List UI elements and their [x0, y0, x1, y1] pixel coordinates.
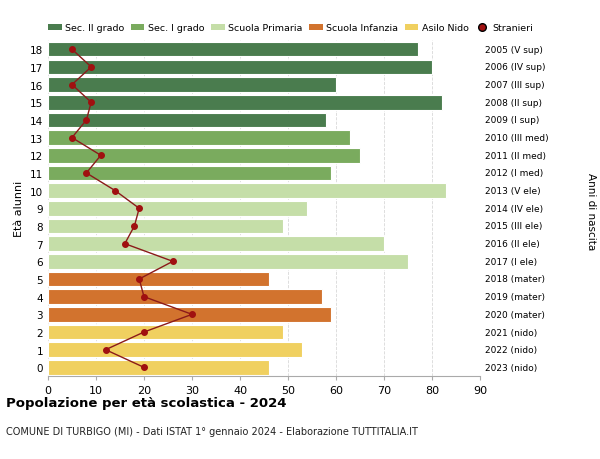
Point	[139, 293, 149, 301]
Bar	[48, 325, 283, 340]
Bar	[48, 272, 269, 286]
Text: 2019 (mater): 2019 (mater)	[485, 292, 545, 302]
Text: 2021 (nido): 2021 (nido)	[485, 328, 537, 337]
Text: 2022 (nido): 2022 (nido)	[485, 346, 537, 354]
Point	[139, 364, 149, 371]
Point	[82, 170, 91, 177]
Text: 2014 (IV ele): 2014 (IV ele)	[485, 204, 543, 213]
Text: 2016 (II ele): 2016 (II ele)	[485, 240, 539, 249]
Point	[67, 46, 77, 54]
Point	[86, 64, 96, 72]
Bar	[48, 255, 408, 269]
Text: 2005 (V sup): 2005 (V sup)	[485, 45, 542, 55]
Y-axis label: Età alunni: Età alunni	[14, 181, 25, 237]
Point	[168, 258, 178, 265]
Bar	[48, 113, 326, 128]
Point	[82, 117, 91, 124]
Text: 2015 (III ele): 2015 (III ele)	[485, 222, 542, 231]
Text: 2010 (III med): 2010 (III med)	[485, 134, 548, 143]
Bar	[48, 149, 360, 163]
Bar	[48, 166, 331, 181]
Text: Popolazione per età scolastica - 2024: Popolazione per età scolastica - 2024	[6, 396, 287, 409]
Bar	[48, 202, 307, 216]
Point	[134, 276, 144, 283]
Text: 2007 (III sup): 2007 (III sup)	[485, 81, 544, 90]
Point	[67, 82, 77, 89]
Point	[139, 329, 149, 336]
Bar	[48, 343, 302, 357]
Point	[134, 205, 144, 213]
Bar	[48, 131, 350, 146]
Text: 2008 (II sup): 2008 (II sup)	[485, 99, 542, 107]
Text: 2013 (V ele): 2013 (V ele)	[485, 187, 541, 196]
Point	[67, 134, 77, 142]
Text: 2006 (IV sup): 2006 (IV sup)	[485, 63, 545, 72]
Point	[86, 99, 96, 106]
Text: 2017 (I ele): 2017 (I ele)	[485, 257, 537, 266]
Point	[120, 241, 130, 248]
Bar	[48, 78, 336, 93]
Text: COMUNE DI TURBIGO (MI) - Dati ISTAT 1° gennaio 2024 - Elaborazione TUTTITALIA.IT: COMUNE DI TURBIGO (MI) - Dati ISTAT 1° g…	[6, 426, 418, 436]
Text: Anni di nascita: Anni di nascita	[586, 173, 596, 250]
Text: 2012 (I med): 2012 (I med)	[485, 169, 543, 178]
Text: 2009 (I sup): 2009 (I sup)	[485, 116, 539, 125]
Text: 2011 (II med): 2011 (II med)	[485, 151, 546, 161]
Bar	[48, 96, 442, 110]
Point	[110, 188, 120, 195]
Point	[96, 152, 106, 160]
Point	[187, 311, 197, 319]
Text: 2020 (mater): 2020 (mater)	[485, 310, 545, 319]
Bar	[48, 184, 446, 198]
Bar	[48, 360, 269, 375]
Legend: Sec. II grado, Sec. I grado, Scuola Primaria, Scuola Infanzia, Asilo Nido, Stran: Sec. II grado, Sec. I grado, Scuola Prim…	[49, 24, 533, 33]
Point	[101, 346, 110, 353]
Point	[130, 223, 139, 230]
Bar	[48, 219, 283, 234]
Bar	[48, 237, 384, 252]
Bar	[48, 43, 418, 57]
Bar	[48, 290, 322, 304]
Text: 2023 (nido): 2023 (nido)	[485, 363, 537, 372]
Bar	[48, 61, 432, 75]
Bar	[48, 308, 331, 322]
Text: 2018 (mater): 2018 (mater)	[485, 275, 545, 284]
